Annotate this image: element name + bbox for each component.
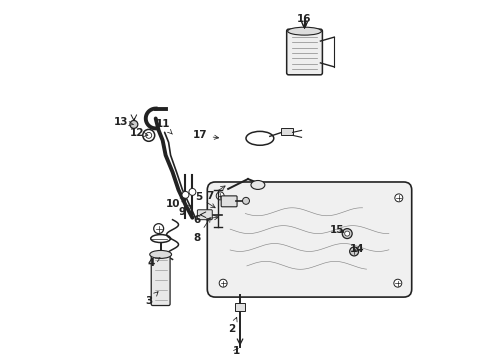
FancyBboxPatch shape	[151, 253, 170, 306]
Text: 16: 16	[297, 14, 312, 28]
Text: 6: 6	[194, 215, 219, 225]
Text: 4: 4	[147, 258, 160, 268]
FancyBboxPatch shape	[197, 210, 212, 220]
Circle shape	[350, 247, 359, 256]
Text: 8: 8	[194, 218, 210, 243]
Text: 5: 5	[195, 192, 215, 208]
Text: 7: 7	[207, 186, 225, 201]
Circle shape	[395, 194, 403, 202]
FancyBboxPatch shape	[287, 29, 322, 75]
Circle shape	[342, 229, 352, 239]
Ellipse shape	[150, 251, 172, 258]
Text: 10: 10	[165, 198, 185, 209]
Text: 1: 1	[232, 346, 240, 356]
FancyBboxPatch shape	[207, 182, 412, 297]
Text: 12: 12	[129, 129, 148, 138]
Text: 17: 17	[193, 130, 219, 140]
Text: 11: 11	[155, 120, 172, 134]
Text: 13: 13	[114, 117, 134, 127]
Text: 15: 15	[330, 225, 344, 235]
FancyBboxPatch shape	[221, 196, 237, 207]
FancyBboxPatch shape	[235, 303, 245, 311]
Circle shape	[189, 188, 196, 195]
Text: 9: 9	[179, 205, 192, 217]
Circle shape	[394, 279, 402, 287]
Circle shape	[143, 129, 155, 141]
Text: 3: 3	[145, 292, 158, 306]
Ellipse shape	[251, 180, 265, 189]
Circle shape	[130, 121, 138, 129]
Circle shape	[216, 192, 224, 200]
Circle shape	[243, 197, 249, 204]
Circle shape	[219, 279, 227, 287]
Ellipse shape	[288, 27, 321, 35]
Circle shape	[345, 231, 350, 236]
Circle shape	[182, 192, 189, 198]
FancyBboxPatch shape	[281, 129, 293, 135]
Circle shape	[154, 224, 164, 234]
Text: 14: 14	[350, 244, 365, 255]
Text: 2: 2	[228, 317, 237, 334]
